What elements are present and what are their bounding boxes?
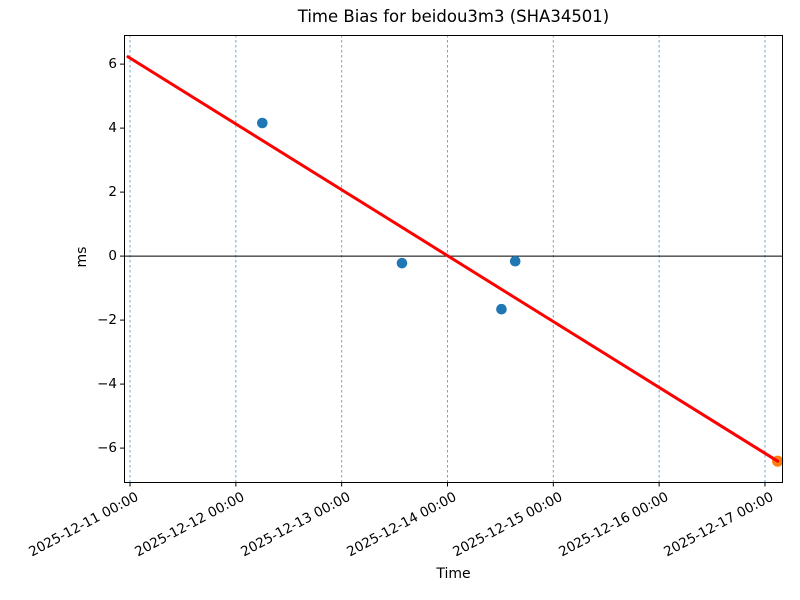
y-tick-label: −4: [97, 376, 117, 393]
y-tick-label: 4: [108, 120, 117, 137]
x-tick-label: 2025-12-17 00:00: [661, 489, 777, 561]
y-tick-label: 6: [108, 56, 117, 73]
x-tick-label: 2025-12-14 00:00: [344, 489, 460, 561]
y-tick-label: −6: [97, 440, 117, 457]
plot-spines: [124, 35, 783, 483]
y-tick-label: 0: [108, 248, 117, 265]
plot-area: [120, 35, 784, 487]
x-tick-label: 2025-12-12 00:00: [132, 489, 248, 561]
bias-measurements-point: [257, 117, 268, 129]
x-tick-label: 2025-12-15 00:00: [449, 489, 565, 561]
x-tick-label: 2025-12-11 00:00: [26, 489, 142, 561]
x-tick-label: 2025-12-13 00:00: [238, 489, 354, 561]
bias-measurements-point: [496, 303, 507, 315]
y-tick-label: 2: [108, 184, 117, 201]
x-axis-label: Time: [436, 566, 471, 582]
y-tick-label: −2: [97, 312, 117, 329]
bias-measurements-point: [509, 255, 521, 267]
x-tick-label: 2025-12-16 00:00: [555, 489, 671, 561]
bias-measurements-point: [396, 257, 408, 269]
chart-title: Time Bias for beidou3m3 (SHA34501): [297, 7, 610, 26]
trend-fit-line: [126, 55, 780, 463]
